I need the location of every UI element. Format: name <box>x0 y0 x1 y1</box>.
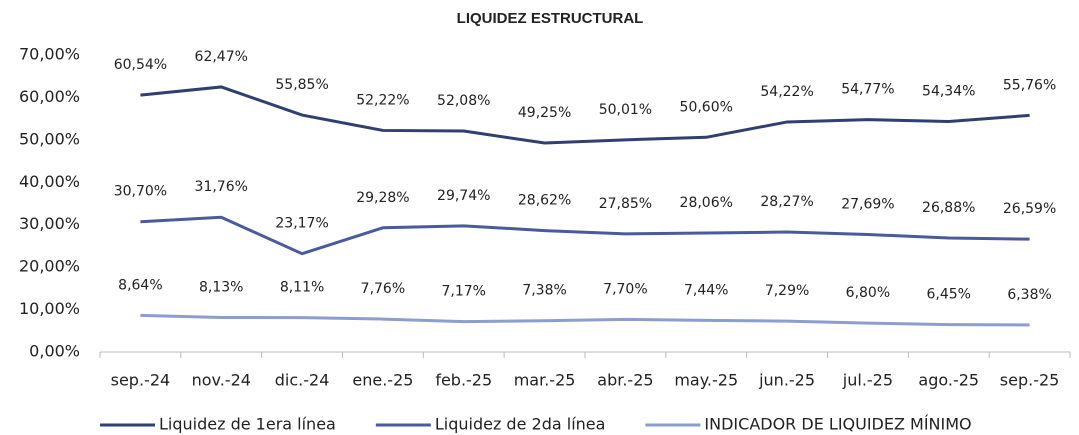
data-label: 28,06% <box>680 195 733 211</box>
legend-label: Liquidez de 2da línea <box>435 415 606 434</box>
data-label: 7,70% <box>603 281 647 297</box>
x-tick-label: sep.-25 <box>1000 371 1060 390</box>
y-tick-label: 0,00% <box>29 342 80 361</box>
data-label: 50,60% <box>680 99 733 115</box>
y-tick-label: 10,00% <box>19 299 80 318</box>
data-label: 49,25% <box>518 105 571 121</box>
data-label: 7,76% <box>361 281 405 297</box>
data-label: 54,22% <box>760 84 813 100</box>
data-label: 26,88% <box>922 200 975 216</box>
data-label: 29,74% <box>437 188 490 204</box>
data-label: 8,13% <box>199 280 243 296</box>
legend-label: INDICADOR DE LIQUIDEZ MÍNIMO <box>704 415 971 434</box>
data-label: 54,34% <box>922 83 975 99</box>
data-label: 7,38% <box>522 283 566 299</box>
x-tick-label: mar.-25 <box>514 371 576 390</box>
data-label: 6,80% <box>846 285 890 301</box>
data-label: 28,27% <box>760 194 813 210</box>
x-tick-label: jul.-25 <box>842 371 893 390</box>
data-label: 8,11% <box>280 280 324 296</box>
data-label: 50,01% <box>599 102 652 118</box>
y-tick-label: 60,00% <box>19 87 80 106</box>
data-label: 31,76% <box>195 179 248 195</box>
x-tick-label: nov.-24 <box>192 371 251 390</box>
data-label: 60,54% <box>114 57 167 73</box>
y-tick-label: 20,00% <box>19 257 80 276</box>
x-tick-label: ago.-25 <box>918 371 979 390</box>
x-tick-label: feb.-25 <box>435 371 492 390</box>
y-tick-label: 40,00% <box>19 172 80 191</box>
x-tick-label: dic.-24 <box>275 371 330 390</box>
data-label: 52,22% <box>356 92 409 108</box>
data-label: 7,17% <box>442 284 486 300</box>
data-label: 6,45% <box>927 287 971 303</box>
data-label: 62,47% <box>195 49 248 65</box>
y-tick-label: 50,00% <box>19 129 80 148</box>
legend-label: Liquidez de 1era línea <box>159 415 336 434</box>
series-line <box>140 215 1030 256</box>
data-label: 7,44% <box>684 282 728 298</box>
x-tick-label: jun.-25 <box>758 371 815 390</box>
data-label: 54,77% <box>841 82 894 98</box>
data-label: 55,85% <box>275 77 328 93</box>
data-label: 23,17% <box>275 216 328 232</box>
data-label: 30,70% <box>114 184 167 200</box>
data-label: 26,59% <box>1003 201 1056 217</box>
y-tick-label: 70,00% <box>19 45 80 64</box>
data-label: 29,28% <box>356 190 409 206</box>
data-label: 55,76% <box>1003 77 1056 93</box>
data-label: 6,38% <box>1007 287 1051 303</box>
data-label: 7,29% <box>765 283 809 299</box>
series-line <box>140 85 1030 145</box>
x-tick-label: sep.-24 <box>111 371 171 390</box>
data-label: 8,64% <box>118 277 162 293</box>
x-tick-label: may.-25 <box>674 371 738 390</box>
chart-title: LIQUIDEZ ESTRUCTURAL <box>457 10 644 27</box>
x-tick-label: abr.-25 <box>597 371 653 390</box>
data-label: 27,69% <box>841 197 894 213</box>
data-label: 27,85% <box>599 196 652 212</box>
series-line <box>140 313 1030 327</box>
y-tick-label: 30,00% <box>19 214 80 233</box>
data-label: 52,08% <box>437 93 490 109</box>
data-label: 28,62% <box>518 193 571 209</box>
x-tick-label: ene.-25 <box>352 371 413 390</box>
